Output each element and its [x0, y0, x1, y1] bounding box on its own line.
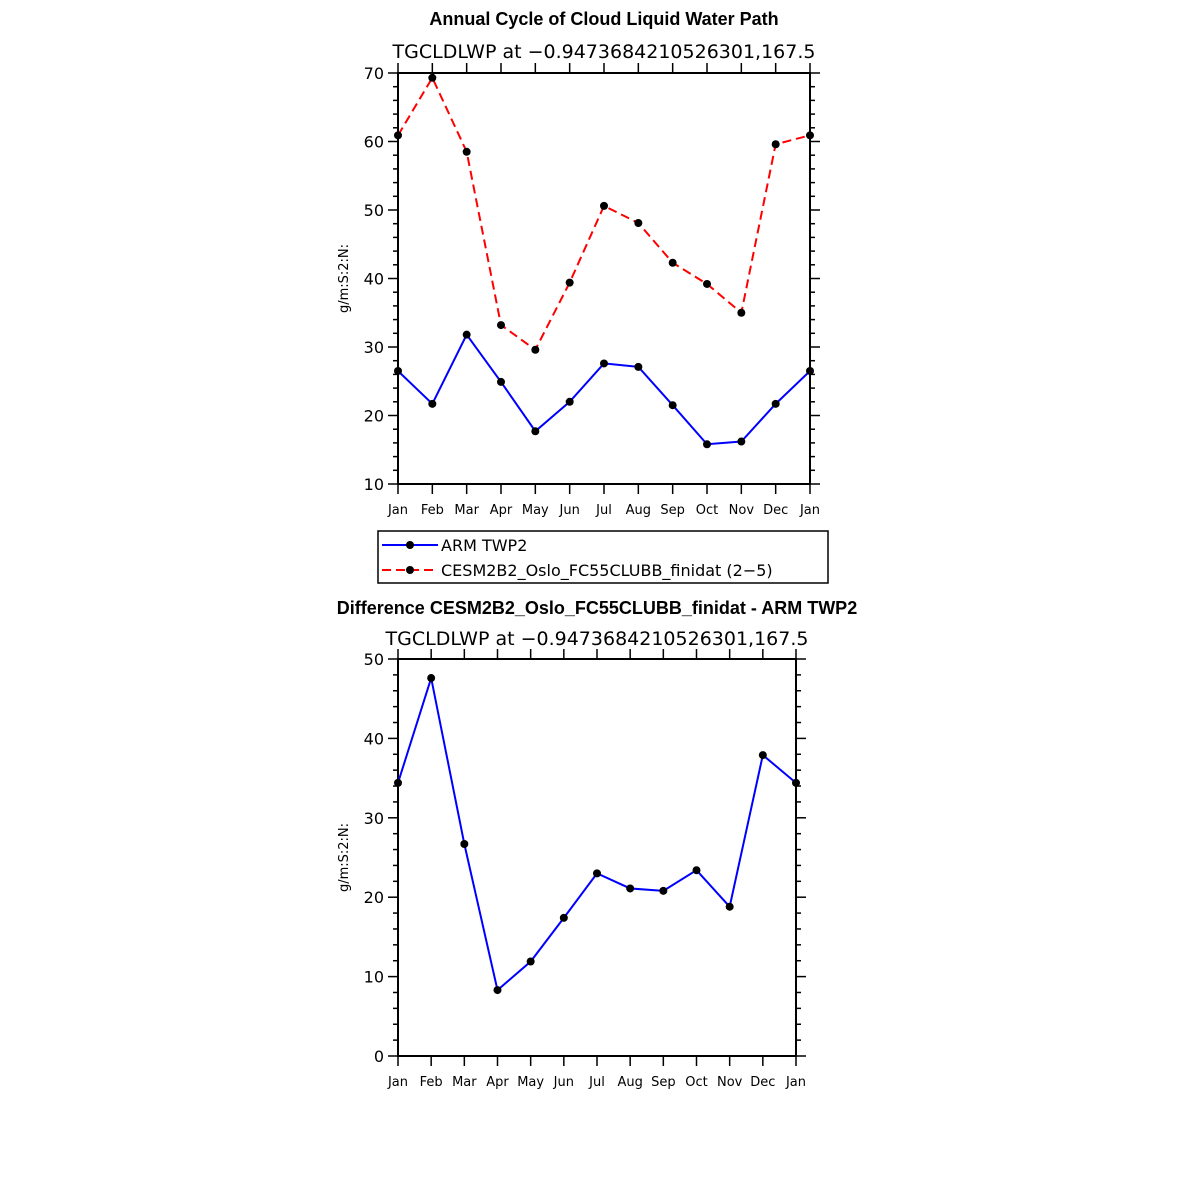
- y-tick-label: 10: [364, 475, 384, 494]
- data-point: [771, 399, 780, 408]
- data-point: [428, 73, 437, 82]
- data-point: [725, 902, 734, 911]
- data-point: [634, 362, 643, 371]
- x-tick-label: Sep: [660, 503, 685, 518]
- y-axis-label: g/m:S:2:N:: [337, 823, 352, 892]
- data-point: [593, 869, 601, 878]
- data-point: [737, 437, 746, 446]
- chart-title: Difference CESM2B2_Oslo_FC55CLUBB_finida…: [337, 598, 857, 618]
- x-tick-label: Mar: [454, 503, 479, 518]
- x-tick-label: Jan: [387, 1075, 408, 1090]
- x-tick-label: May: [522, 503, 549, 518]
- legend-label-1: CESM2B2_Oslo_FC55CLUBB_finidat (2−5): [441, 561, 773, 581]
- x-tick-label: Mar: [452, 1075, 477, 1090]
- data-point: [659, 886, 668, 895]
- data-point: [497, 377, 505, 386]
- y-tick-label: 30: [364, 338, 384, 357]
- data-point: [703, 279, 711, 288]
- y-tick-label: 60: [364, 133, 384, 152]
- data-point: [771, 140, 780, 149]
- x-tick-label: Dec: [750, 1075, 775, 1090]
- data-point: [497, 321, 505, 330]
- data-point: [565, 278, 574, 287]
- chart-title: Annual Cycle of Cloud Liquid Water Path: [429, 9, 778, 29]
- difference-chart: Difference CESM2B2_Oslo_FC55CLUBB_finida…: [337, 598, 857, 1090]
- data-point: [460, 840, 469, 849]
- x-tick-label: Jun: [559, 503, 580, 518]
- data-point: [394, 366, 402, 375]
- y-tick-label: 70: [364, 64, 384, 83]
- x-tick-label: Apr: [490, 503, 513, 518]
- data-point: [531, 345, 540, 354]
- y-axis-label: g/m:S:2:N:: [337, 244, 352, 313]
- data-point: [634, 219, 643, 228]
- y-tick-label: 50: [364, 650, 384, 669]
- series-line-1: [397, 75, 811, 352]
- annual-cycle-chart: Annual Cycle of Cloud Liquid Water Path T…: [337, 9, 820, 518]
- legend-marker: [406, 566, 414, 574]
- x-tick-label: Jul: [588, 1075, 605, 1090]
- x-tick-label: Oct: [696, 503, 718, 518]
- x-tick-label: May: [517, 1075, 544, 1090]
- data-point: [668, 401, 677, 410]
- data-point: [600, 201, 608, 210]
- x-tick-label: Oct: [685, 1075, 707, 1090]
- y-tick-label: 20: [364, 888, 384, 907]
- data-point: [394, 778, 402, 787]
- data-point: [806, 366, 814, 375]
- data-point: [462, 147, 471, 156]
- x-tick-label: Nov: [717, 1075, 743, 1090]
- series-line-0: [397, 677, 797, 992]
- chart-subtitle: TGCLDLWP at −0.9473684210526301,167.5: [385, 628, 809, 650]
- data-point: [462, 330, 471, 339]
- data-point: [758, 751, 767, 760]
- y-tick-label: 40: [364, 729, 384, 748]
- x-tick-label: Nov: [729, 503, 755, 518]
- data-point: [626, 884, 635, 893]
- x-tick-label: Feb: [421, 503, 444, 518]
- y-tick-label: 30: [364, 809, 384, 828]
- data-point: [427, 674, 436, 683]
- chart-subtitle: TGCLDLWP at −0.9473684210526301,167.5: [392, 41, 816, 63]
- data-point: [737, 308, 746, 317]
- data-point: [526, 957, 535, 966]
- x-tick-label: Sep: [651, 1075, 676, 1090]
- x-tick-label: Jan: [387, 503, 408, 518]
- y-tick-label: 50: [364, 201, 384, 220]
- data-point: [531, 427, 540, 436]
- x-tick-label: Apr: [486, 1075, 509, 1090]
- x-tick-label: Jan: [799, 503, 820, 518]
- legend-box: [377, 530, 829, 584]
- data-point: [692, 866, 701, 875]
- data-point: [792, 778, 800, 787]
- data-point: [428, 399, 437, 408]
- x-tick-label: Dec: [763, 503, 788, 518]
- data-point: [806, 131, 814, 140]
- x-tick-label: Aug: [626, 503, 651, 518]
- x-tick-label: Jul: [595, 503, 612, 518]
- data-point: [600, 359, 608, 368]
- x-tick-label: Jan: [785, 1075, 806, 1090]
- plot-frame: [397, 658, 797, 1057]
- x-tick-label: Jun: [553, 1075, 574, 1090]
- x-tick-label: Feb: [420, 1075, 443, 1090]
- series-line-0: [397, 332, 811, 446]
- y-tick-label: 40: [364, 270, 384, 289]
- x-tick-label: Aug: [617, 1075, 642, 1090]
- data-point: [703, 440, 711, 449]
- data-point: [668, 258, 677, 267]
- legend-marker: [406, 541, 414, 549]
- data-point: [394, 131, 402, 140]
- data-point: [493, 986, 502, 995]
- y-tick-label: 0: [374, 1047, 384, 1066]
- y-tick-label: 10: [364, 968, 384, 987]
- legend-label-0: ARM TWP2: [441, 536, 527, 555]
- y-tick-label: 20: [364, 407, 384, 426]
- data-point: [565, 397, 574, 406]
- legend: ARM TWP2 CESM2B2_Oslo_FC55CLUBB_finidat (…: [377, 530, 829, 584]
- data-point: [559, 913, 568, 922]
